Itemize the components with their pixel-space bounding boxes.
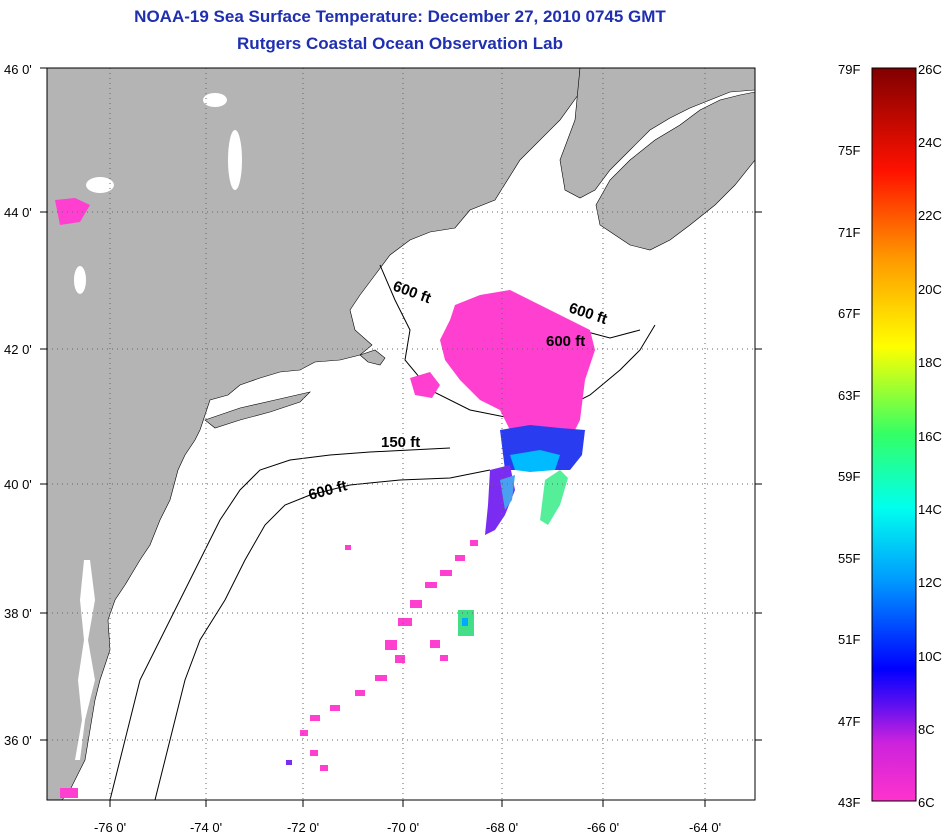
lat-label: 44 0'	[4, 205, 32, 220]
land-canada	[559, 68, 755, 199]
colorbar-c-label: 18C	[918, 355, 942, 370]
colorbar-c-label: 26C	[918, 62, 942, 77]
map-grid	[47, 68, 755, 800]
lat-label: 40 0'	[4, 477, 32, 492]
lat-label: 42 0'	[4, 342, 32, 357]
colorbar-c-label: 6C	[918, 795, 935, 810]
colorbar-c-label: 14C	[918, 502, 942, 517]
lon-label: -76 0'	[94, 820, 126, 835]
lat-label: 46 0'	[4, 62, 32, 77]
colorbar-f-label: 51F	[838, 632, 861, 647]
depth-label: 600 ft	[546, 333, 585, 350]
colorbar-c-label: 12C	[918, 575, 942, 590]
contour-600ft-gulf	[379, 264, 656, 421]
colorbar-f-label: 75F	[838, 143, 861, 158]
lon-label: -66 0'	[587, 820, 619, 835]
lon-label: -64 0'	[689, 820, 721, 835]
contour-600ft-south	[154, 469, 491, 800]
map-frame	[46, 67, 756, 801]
lon-label: -70 0'	[387, 820, 419, 835]
colorbar-f-label: 63F	[838, 388, 861, 403]
colorbar	[871, 67, 917, 802]
land-long-island	[204, 391, 311, 429]
depth-label: 150 ft	[381, 434, 420, 451]
lon-label: -68 0'	[486, 820, 518, 835]
colorbar-c-label: 24C	[918, 135, 942, 150]
colorbar-f-label: 43F	[838, 795, 861, 810]
colorbar-c-label: 16C	[918, 429, 942, 444]
colorbar-c-label: 8C	[918, 722, 935, 737]
colorbar-c-label: 10C	[918, 649, 942, 664]
land-cape-cod	[359, 349, 386, 366]
colorbar-c-label: 20C	[918, 282, 942, 297]
colorbar-f-label: 47F	[838, 714, 861, 729]
colorbar-f-label: 71F	[838, 225, 861, 240]
colorbar-c-label: 22C	[918, 208, 942, 223]
colorbar-f-label: 79F	[838, 62, 861, 77]
lat-label: 36 0'	[4, 733, 32, 748]
contour-150ft	[109, 447, 451, 800]
sst-data-layer	[60, 290, 595, 798]
chart-title: NOAA-19 Sea Surface Temperature: Decembe…	[134, 7, 666, 26]
colorbar-f-label: 55F	[838, 551, 861, 566]
colorbar-f-label: 67F	[838, 306, 861, 321]
lat-label: 38 0'	[4, 606, 32, 621]
lon-label: -74 0'	[190, 820, 222, 835]
chart-subtitle: Rutgers Coastal Ocean Observation Lab	[237, 34, 563, 53]
land-nova-scotia	[595, 91, 755, 251]
colorbar-f-label: 59F	[838, 469, 861, 484]
lon-label: -72 0'	[287, 820, 319, 835]
land-mainland	[47, 68, 581, 800]
